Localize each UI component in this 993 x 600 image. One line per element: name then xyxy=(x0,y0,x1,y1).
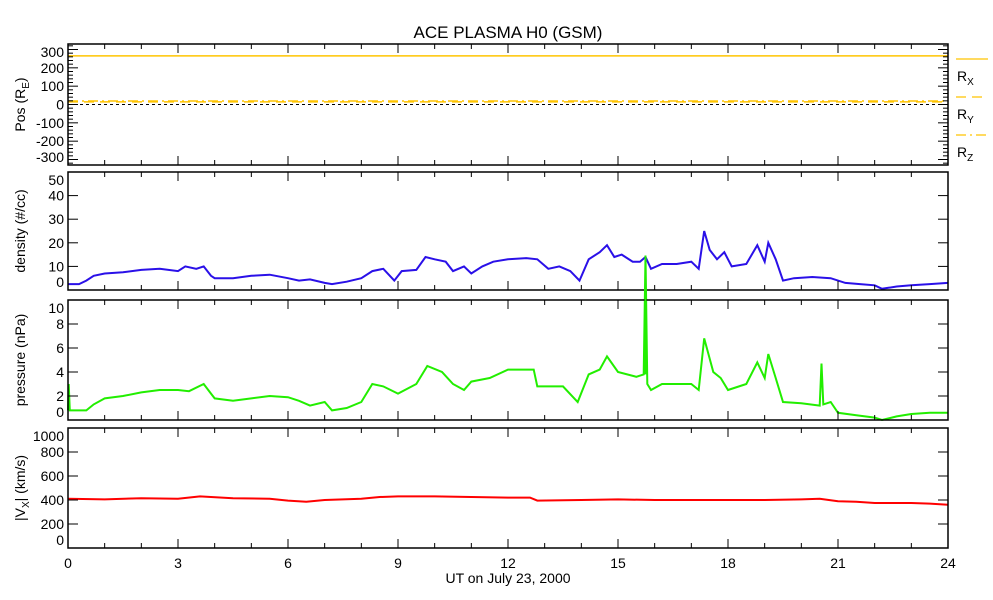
y-tick-label: 100 xyxy=(41,78,65,94)
x-tick-label: 6 xyxy=(284,555,292,571)
y-tick-label: 200 xyxy=(41,516,65,532)
y-tick-label: 50 xyxy=(48,172,64,188)
x-tick-label: 24 xyxy=(940,555,956,571)
panel-frame xyxy=(67,299,949,421)
series-pressure xyxy=(67,255,948,422)
legend: RX RY RZ xyxy=(956,58,988,164)
panel-frame xyxy=(67,171,949,291)
y-tick-label: 200 xyxy=(41,60,65,76)
x-axis-label: UT on July 23, 2000 xyxy=(445,570,570,586)
legend-label-rz: RZ xyxy=(957,144,973,164)
y-tick-label: 400 xyxy=(41,492,65,508)
series-vx xyxy=(67,495,949,506)
y-tick-label: -100 xyxy=(36,115,64,131)
y-tick-label: 8 xyxy=(56,316,64,332)
x-tick-label: 0 xyxy=(64,555,72,571)
y-tick-label: 4 xyxy=(56,364,64,380)
legend-label-rx: RX xyxy=(957,68,974,88)
y-axis-label: pressure (nPa) xyxy=(12,314,28,407)
y-tick-label: 0 xyxy=(56,532,64,548)
x-tick-label: 15 xyxy=(610,555,626,571)
y-axis-label: Pos (RE) xyxy=(12,77,32,131)
y-axis-label: |VX| (km/s) xyxy=(12,455,32,521)
y-tick-label: -200 xyxy=(36,133,64,149)
panel-frame xyxy=(67,427,949,549)
y-tick-label: 1000 xyxy=(33,428,64,444)
y-tick-label: 2 xyxy=(56,388,64,404)
y-tick-label: 30 xyxy=(48,211,64,227)
y-tick-label: 20 xyxy=(48,235,64,251)
y-tick-label: 600 xyxy=(41,468,65,484)
series-density xyxy=(68,230,949,290)
y-tick-label: 10 xyxy=(48,300,64,316)
y-tick-label: 300 xyxy=(41,44,65,60)
y-tick-label: 6 xyxy=(56,340,64,356)
x-tick-label: 21 xyxy=(830,555,846,571)
x-tick-label: 18 xyxy=(720,555,736,571)
y-tick-label: -300 xyxy=(36,149,64,165)
y-tick-label: 10 xyxy=(48,258,64,274)
x-tick-label: 12 xyxy=(500,555,516,571)
y-tick-label: 0 xyxy=(56,97,64,113)
x-tick-label: 3 xyxy=(174,555,182,571)
y-tick-label: 40 xyxy=(48,188,64,204)
y-axis-label: density (#/cc) xyxy=(12,189,28,272)
y-tick-label: 800 xyxy=(41,444,65,460)
chart-title: ACE PLASMA H0 (GSM) xyxy=(414,23,603,42)
y-tick-label: 0 xyxy=(56,274,64,290)
x-tick-label: 9 xyxy=(394,555,402,571)
legend-label-ry: RY xyxy=(957,106,974,126)
y-tick-label: 0 xyxy=(56,404,64,420)
